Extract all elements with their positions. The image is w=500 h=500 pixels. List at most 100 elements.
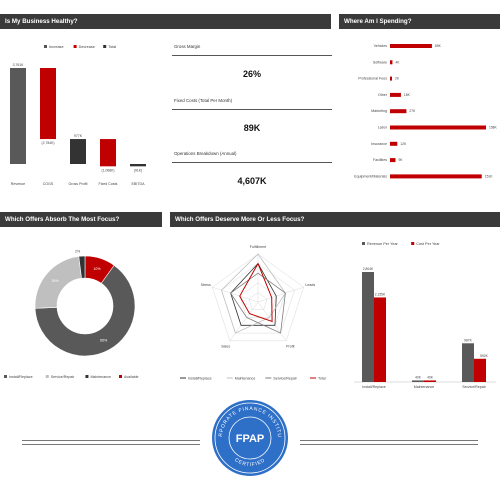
certification-badge: CORPORATE FINANCE INSTITUTE CERTIFIED FP… — [210, 398, 288, 476]
spending-bar — [390, 109, 407, 114]
legend-label: Service/Repair — [51, 375, 75, 379]
spending-data-label: 2K — [395, 77, 400, 81]
grouped-bar — [424, 380, 436, 382]
kpi-label-gross-margin: Gross Margin — [174, 44, 201, 49]
legend-swatch — [44, 45, 47, 48]
grouped-data-label: 40K — [415, 375, 422, 379]
badge-ring-bottom-text: CERTIFIED — [233, 457, 266, 468]
focus-donut-chart: 10% 65% 24% 2% Install/Replace Service/Repair… — [4, 249, 139, 379]
radar-grid — [239, 282, 277, 318]
donut-data-label: 24% — [52, 279, 60, 283]
spending-data-label: 12K — [400, 142, 407, 146]
legend-label: Decrease — [79, 45, 95, 49]
grouped-bar — [462, 343, 474, 382]
legend-swatch — [45, 375, 49, 378]
radar-spoke — [257, 286, 304, 303]
kpi-value-operations: 4,607K — [237, 176, 267, 186]
radar-axis-label: Fulfillment — [250, 245, 266, 249]
footer-rule-right — [300, 440, 478, 441]
grouped-data-label: 987K — [464, 338, 473, 342]
waterfall-bar — [70, 139, 86, 164]
spending-bar — [390, 141, 398, 146]
spending-category-label: Labor — [378, 126, 388, 130]
spending-chart: Vehicles 69K Software 4K Professional Fees 2K… — [354, 44, 498, 179]
radar-axis-label: Profit — [286, 345, 294, 349]
kpi-label-fixed-costs: Fixed Costs (Total Per Month) — [174, 98, 233, 103]
deserve-header: Which Offers Deserve More Or Less Focus? — [170, 212, 500, 227]
legend-label: Install/Replace — [9, 375, 33, 379]
legend-swatch — [85, 375, 89, 378]
footer-rule-left — [22, 440, 200, 441]
waterfall-category-label: COGS — [43, 182, 54, 186]
waterfall-category-label: EBITDA — [132, 182, 146, 186]
waterfall-data-label: (2,784K) — [41, 141, 54, 145]
spending-data-label: 69K — [435, 44, 442, 48]
donut-slice — [34, 264, 136, 357]
radar-spoke — [212, 286, 259, 303]
legend-swatch — [103, 45, 107, 48]
kpi-value-fixed-costs: 89K — [243, 123, 261, 133]
legend-swatch — [362, 242, 365, 245]
waterfall-data-label: (91K) — [134, 168, 142, 172]
spending-bar — [390, 76, 392, 81]
kpi-divider — [172, 162, 332, 163]
kpi-divider — [172, 55, 332, 56]
radar-grid — [248, 292, 268, 311]
spending-category-label: Marketing — [371, 109, 387, 113]
legend-swatch — [119, 375, 122, 378]
radar-grid — [221, 263, 295, 334]
waterfall-bar — [130, 164, 146, 167]
waterfall-category-label: Gross Profit — [69, 182, 88, 186]
kpi-value-gross-margin: 26% — [242, 69, 261, 79]
legend-label: Revenue Per Year — [367, 242, 399, 246]
spending-header: Where Am I Spending? — [339, 14, 500, 29]
absorb-header: Which Offers Absorb The Most Focus? — [0, 212, 162, 227]
spending-category-label: Other — [378, 93, 388, 97]
waterfall-data-label: 3,761K — [13, 63, 24, 67]
grouped-bar — [474, 358, 486, 382]
grouped-category-label: Install/Replace — [362, 385, 386, 389]
legend-swatch — [73, 45, 77, 48]
focus-radar-chart: Fulfillment Leads Profit Sales Stress Install… — [180, 245, 326, 380]
waterfall-bar — [100, 139, 116, 167]
legend-label: Install/Replace — [188, 376, 212, 380]
radar-series-line — [221, 253, 286, 334]
waterfall-category-label: Revenue — [11, 182, 25, 186]
radar-series-line — [230, 272, 286, 334]
radar-spoke — [229, 301, 259, 341]
spending-category-label: Equipment/Materials — [354, 174, 387, 178]
spending-data-label: 4K — [395, 60, 400, 64]
donut-data-label: 65% — [100, 338, 108, 342]
spending-category-label: Insurance — [371, 142, 387, 146]
grouped-bar — [412, 380, 424, 382]
legend-label: Maintenance — [90, 375, 111, 379]
footer-rule-left — [22, 444, 200, 445]
waterfall-category-label: Fixed Costs — [99, 182, 118, 186]
grouped-category-label: Maintenance — [414, 385, 435, 389]
spending-category-label: Facilities — [373, 158, 387, 162]
spending-bar — [390, 174, 482, 179]
legend-swatch — [4, 375, 7, 378]
waterfall-chart: Increase Decrease Total 3,761K Revenue (2,784… — [10, 45, 146, 186]
spending-data-label: 27K — [409, 109, 416, 113]
kpi-divider — [172, 109, 332, 110]
spending-bar — [390, 158, 396, 163]
spending-bar — [390, 125, 486, 130]
spending-bar — [390, 92, 401, 97]
badge-text: FPAP — [236, 433, 265, 445]
radar-series-line — [230, 262, 277, 326]
grouped-bar — [374, 297, 386, 382]
grouped-data-label: 2,804K — [363, 267, 374, 271]
svg-text:CERTIFIED: CERTIFIED — [233, 457, 266, 468]
donut-data-label: 10% — [93, 267, 101, 271]
spending-data-label: 9K — [398, 158, 403, 162]
footer-rule-right — [300, 444, 478, 445]
legend-label: Available — [124, 375, 139, 379]
legend-label: Total — [318, 376, 326, 380]
waterfall-data-label: 977K — [74, 134, 83, 138]
grouped-data-label: 2,155K — [375, 292, 386, 296]
spending-category-label: Software — [373, 60, 387, 64]
revenue-cost-chart: Revenue Per Year Cost Per Year 2,804K 2,155… — [354, 242, 496, 389]
radar-grid — [212, 253, 304, 342]
spending-data-label: 158K — [489, 126, 498, 130]
